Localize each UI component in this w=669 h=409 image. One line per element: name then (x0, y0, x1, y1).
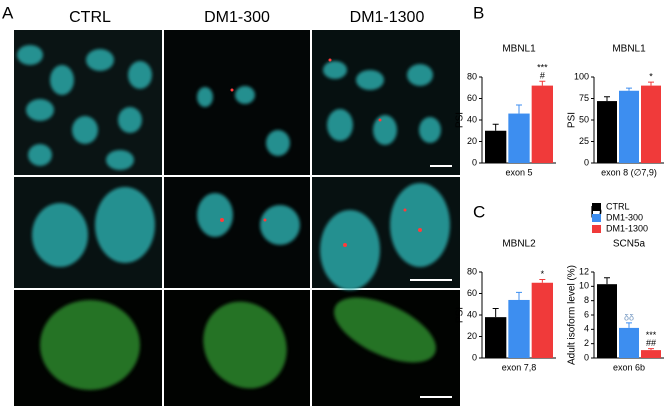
y-tick-label: 75 (579, 93, 589, 103)
legend-swatch (592, 225, 601, 233)
x-axis-label: exon 6b (613, 362, 645, 372)
error-bar (492, 123, 499, 131)
legend-swatch (592, 214, 601, 222)
significance-label: *** (537, 63, 548, 73)
chart-title: MBNL1 (612, 44, 646, 55)
legend-swatch (592, 203, 601, 211)
x-axis-label: exon 8 (∅7,9) (601, 167, 657, 177)
chart-title: MBNL1 (502, 44, 536, 55)
y-tick-label: 0 (472, 157, 477, 167)
bar (597, 101, 617, 163)
y-tick-label: 50 (579, 114, 589, 124)
x-axis-label: exon 5 (505, 167, 532, 177)
y-axis-label: PSI (455, 307, 466, 323)
y-tick-label: 0 (472, 352, 477, 362)
error-bar (648, 81, 654, 86)
column-header: CTRL (69, 9, 111, 26)
legend-label: DM1-300 (606, 212, 643, 222)
y-tick-label: 60 (467, 93, 477, 103)
significance-label: * (649, 72, 653, 82)
y-tick-label: 20 (467, 331, 477, 341)
error-bar (539, 279, 546, 283)
y-tick-label: 0 (584, 352, 589, 362)
error-bar (492, 308, 499, 318)
bar (531, 282, 553, 358)
error-bar (516, 104, 522, 114)
chart-title: MBNL2 (502, 239, 536, 250)
bar (641, 350, 661, 358)
y-tick-label: 8 (584, 295, 589, 305)
panel-label: B (473, 3, 484, 22)
column-header: DM1-300 (204, 9, 270, 26)
y-tick-label: 0 (584, 157, 589, 167)
y-tick-label: 2 (584, 338, 589, 348)
bar (508, 299, 530, 358)
y-tick-label: 40 (467, 309, 477, 319)
bar (508, 113, 530, 163)
y-tick-label: 4 (584, 324, 589, 334)
error-bar (626, 87, 632, 91)
y-tick-label: 6 (584, 309, 589, 319)
significance-label: ## (646, 338, 656, 348)
column-header: DM1-1300 (350, 9, 425, 26)
y-tick-label: 100 (574, 71, 589, 81)
significance-label: *** (646, 330, 657, 340)
error-bar (648, 348, 654, 351)
y-axis-label: Adult isoform level (%) (567, 265, 578, 365)
bar (485, 130, 507, 163)
y-tick-label: 20 (467, 136, 477, 146)
bar (597, 284, 617, 358)
y-axis-label: PSI (567, 112, 578, 128)
error-bar (516, 291, 522, 300)
bar (619, 90, 639, 163)
error-bar (604, 277, 610, 285)
bar (531, 85, 553, 163)
error-bar (626, 322, 632, 328)
panel-label: C (473, 202, 485, 221)
bar (619, 327, 639, 358)
legend-label: DM1-1300 (606, 223, 648, 233)
y-axis-label: PSI (455, 112, 466, 128)
legend-label: CTRL (606, 201, 630, 211)
y-tick-label: 60 (467, 288, 477, 298)
error-bar (604, 96, 610, 102)
y-tick-label: 80 (467, 71, 477, 81)
significance-label: * (541, 269, 545, 279)
y-tick-label: 10 (579, 281, 589, 291)
y-tick-label: 12 (579, 266, 589, 276)
panel-label: A (2, 3, 14, 22)
y-tick-label: 80 (467, 266, 477, 276)
y-tick-label: 40 (467, 114, 477, 124)
micrographs (14, 30, 460, 406)
significance-label: # (540, 71, 545, 81)
chart-title: SCN5a (613, 239, 646, 250)
bar (641, 85, 661, 163)
x-axis-label: exon 7,8 (502, 362, 537, 372)
y-tick-label: 25 (579, 136, 589, 146)
significance-label: δδ (624, 312, 634, 322)
bar (485, 317, 507, 358)
error-bar (539, 80, 546, 86)
